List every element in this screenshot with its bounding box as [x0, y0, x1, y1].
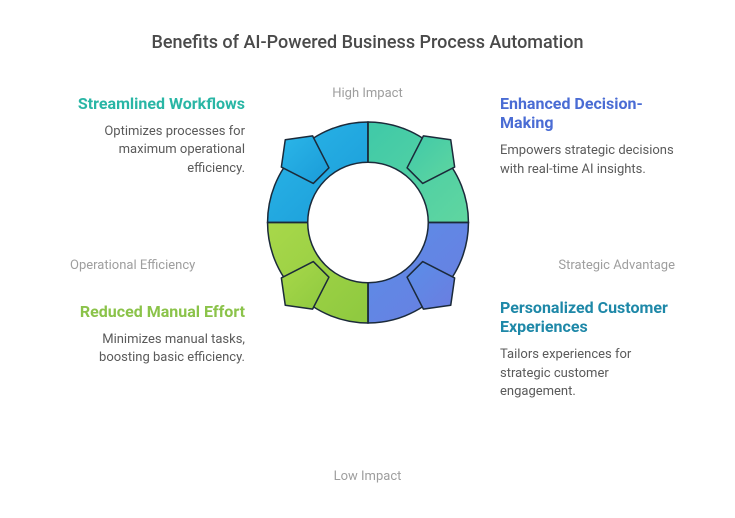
- quadrant-bottom-right: Personalized Customer Experiences Tailor…: [500, 298, 685, 401]
- quadrant-heading: Personalized Customer Experiences: [500, 298, 685, 336]
- quadrant-bottom-left: Reduced Manual Effort Minimizes manual t…: [60, 302, 245, 368]
- cycle-diagram: [255, 110, 480, 335]
- axis-left-label: Operational Efficiency: [70, 258, 195, 273]
- page-title: Benefits of AI-Powered Business Process …: [0, 32, 735, 53]
- quadrant-top-left: Streamlined Workflows Optimizes processe…: [60, 94, 245, 178]
- axis-right-label: Strategic Advantage: [558, 258, 675, 273]
- quadrant-heading: Enhanced Decision-Making: [500, 94, 685, 132]
- quadrant-heading: Reduced Manual Effort: [60, 302, 245, 321]
- quadrant-desc: Empowers strategic decisions with real-t…: [500, 142, 685, 178]
- quadrant-heading: Streamlined Workflows: [60, 94, 245, 113]
- axis-bottom-label: Low Impact: [0, 469, 735, 484]
- quadrant-desc: Minimizes manual tasks, boosting basic e…: [60, 331, 245, 367]
- cycle-svg: [255, 110, 480, 335]
- quadrant-desc: Tailors experiences for strategic custom…: [500, 346, 685, 401]
- quadrant-desc: Optimizes processes for maximum operatio…: [60, 123, 245, 178]
- quadrant-top-right: Enhanced Decision-Making Empowers strate…: [500, 94, 685, 179]
